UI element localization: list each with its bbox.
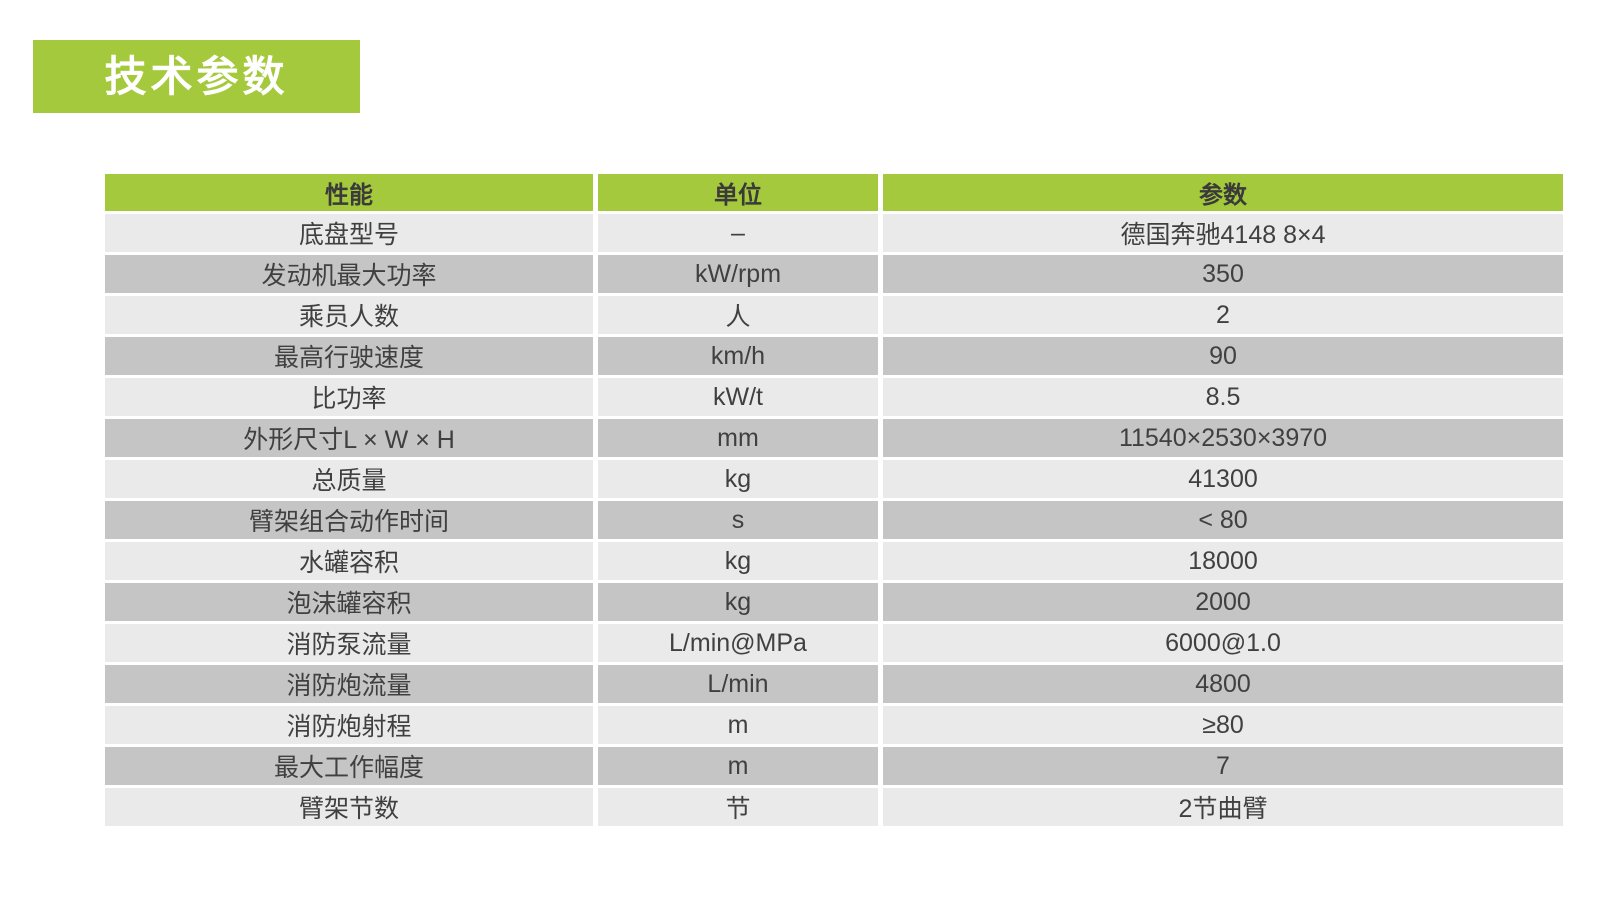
- table-row: 最大工作幅度 m 7: [100, 744, 1568, 788]
- cell-performance: 底盘型号: [100, 211, 598, 255]
- cell-unit: m: [593, 703, 883, 747]
- cell-performance: 消防炮射程: [100, 703, 598, 747]
- cell-parameter: 7: [878, 744, 1568, 788]
- cell-parameter: 2: [878, 293, 1568, 337]
- cell-parameter: 6000@1.0: [878, 621, 1568, 665]
- cell-unit: 人: [593, 293, 883, 337]
- table-row: 乘员人数 人 2: [100, 293, 1568, 337]
- table-row: 水罐容积 kg 18000: [100, 539, 1568, 583]
- table-row: 消防炮流量 L/min 4800: [100, 662, 1568, 706]
- cell-parameter: 11540×2530×3970: [878, 416, 1568, 460]
- cell-unit: –: [593, 211, 883, 255]
- cell-unit: s: [593, 498, 883, 542]
- cell-performance: 水罐容积: [100, 539, 598, 583]
- table-header-row: 性能 单位 参数: [100, 171, 1568, 214]
- table-row: 泡沫罐容积 kg 2000: [100, 580, 1568, 624]
- cell-performance: 消防泵流量: [100, 621, 598, 665]
- cell-parameter: 8.5: [878, 375, 1568, 419]
- cell-performance: 发动机最大功率: [100, 252, 598, 296]
- table-header: 性能 单位 参数: [100, 171, 1568, 214]
- cell-performance: 总质量: [100, 457, 598, 501]
- cell-unit: kW/rpm: [593, 252, 883, 296]
- cell-performance: 比功率: [100, 375, 598, 419]
- table-row: 外形尺寸L × W × H mm 11540×2530×3970: [100, 416, 1568, 460]
- cell-performance: 乘员人数: [100, 293, 598, 337]
- cell-performance: 臂架节数: [100, 785, 598, 829]
- col-header-parameter: 参数: [878, 171, 1568, 214]
- cell-performance: 泡沫罐容积: [100, 580, 598, 624]
- cell-performance: 最大工作幅度: [100, 744, 598, 788]
- table-body: 底盘型号 – 德国奔驰4148 8×4 发动机最大功率 kW/rpm 350 乘…: [100, 211, 1568, 829]
- cell-parameter: 90: [878, 334, 1568, 378]
- cell-parameter: 350: [878, 252, 1568, 296]
- table-row: 总质量 kg 41300: [100, 457, 1568, 501]
- table-row: 比功率 kW/t 8.5: [100, 375, 1568, 419]
- table-row: 臂架组合动作时间 s < 80: [100, 498, 1568, 542]
- cell-parameter: 18000: [878, 539, 1568, 583]
- cell-performance: 消防炮流量: [100, 662, 598, 706]
- col-header-performance: 性能: [100, 171, 598, 214]
- cell-parameter: ≥80: [878, 703, 1568, 747]
- cell-unit: mm: [593, 416, 883, 460]
- cell-parameter: 4800: [878, 662, 1568, 706]
- cell-performance: 臂架组合动作时间: [100, 498, 598, 542]
- cell-unit: kg: [593, 457, 883, 501]
- cell-parameter: < 80: [878, 498, 1568, 542]
- page-title: 技术参数: [104, 52, 289, 100]
- page-title-box: 技术参数: [33, 40, 360, 113]
- table-row: 底盘型号 – 德国奔驰4148 8×4: [100, 211, 1568, 255]
- table-row: 消防泵流量 L/min@MPa 6000@1.0: [100, 621, 1568, 665]
- spec-table: 性能 单位 参数 底盘型号 – 德国奔驰4148 8×4 发动机最大功率 kW/…: [100, 171, 1568, 829]
- cell-unit: m: [593, 744, 883, 788]
- cell-parameter: 德国奔驰4148 8×4: [878, 211, 1568, 255]
- cell-unit: L/min@MPa: [593, 621, 883, 665]
- table-row: 最高行驶速度 km/h 90: [100, 334, 1568, 378]
- cell-unit: kg: [593, 580, 883, 624]
- table-row: 臂架节数 节 2节曲臂: [100, 785, 1568, 829]
- cell-parameter: 2节曲臂: [878, 785, 1568, 829]
- cell-unit: 节: [593, 785, 883, 829]
- col-header-unit: 单位: [593, 171, 883, 214]
- cell-performance: 最高行驶速度: [100, 334, 598, 378]
- cell-performance: 外形尺寸L × W × H: [100, 416, 598, 460]
- cell-unit: km/h: [593, 334, 883, 378]
- cell-unit: L/min: [593, 662, 883, 706]
- cell-parameter: 41300: [878, 457, 1568, 501]
- cell-parameter: 2000: [878, 580, 1568, 624]
- cell-unit: kg: [593, 539, 883, 583]
- table-row: 发动机最大功率 kW/rpm 350: [100, 252, 1568, 296]
- cell-unit: kW/t: [593, 375, 883, 419]
- table-row: 消防炮射程 m ≥80: [100, 703, 1568, 747]
